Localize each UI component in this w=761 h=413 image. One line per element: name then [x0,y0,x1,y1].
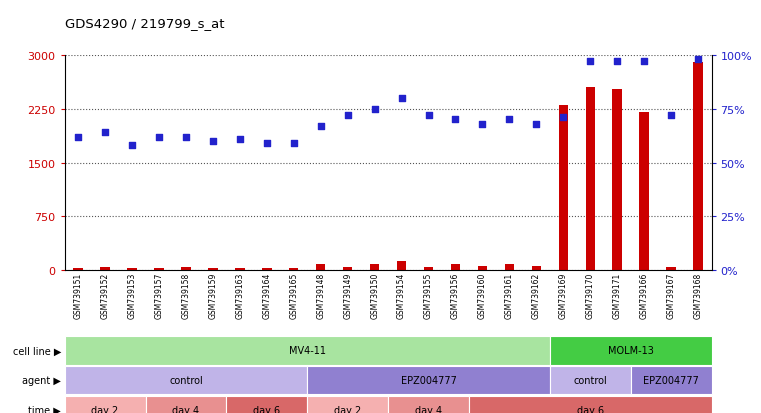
Text: agent ▶: agent ▶ [22,375,61,385]
Point [234,136,246,143]
Bar [667,267,676,271]
Bar [127,269,137,271]
Point [692,57,704,63]
Point [342,113,354,119]
Text: GDS4290 / 219799_s_at: GDS4290 / 219799_s_at [65,17,224,29]
Point [314,123,326,130]
Point [450,117,462,123]
Point [153,134,165,141]
Point [396,95,408,102]
Text: MV4-11: MV4-11 [288,346,326,356]
Text: day 4: day 4 [173,405,199,413]
Text: day 6: day 6 [577,405,603,413]
Bar [262,269,272,271]
Point [584,59,597,66]
Point [180,134,192,141]
Bar [639,113,649,271]
Text: control: control [573,375,607,385]
Bar [424,268,433,271]
Point [422,113,435,119]
Bar [235,269,244,271]
Point [611,59,623,66]
Point [557,115,569,121]
Bar [585,88,595,271]
Bar [209,268,218,271]
Point [126,142,139,149]
Point [368,106,380,113]
Point [261,140,273,147]
Point [207,138,219,145]
Bar [74,268,83,271]
Text: cell line ▶: cell line ▶ [12,346,61,356]
Point [288,140,300,147]
Point [638,59,650,66]
Bar [370,265,379,271]
Bar [181,268,191,271]
Bar [559,106,568,271]
Text: control: control [169,375,203,385]
Bar [693,63,702,271]
Bar [478,266,487,271]
Point [72,134,84,141]
Text: time ▶: time ▶ [28,405,61,413]
Bar [154,269,164,271]
Point [476,121,489,128]
Bar [532,266,541,271]
Text: day 2: day 2 [91,405,119,413]
Text: day 2: day 2 [334,405,361,413]
Bar [100,267,110,271]
Text: day 6: day 6 [253,405,280,413]
Point [665,113,677,119]
Bar [451,265,460,271]
Text: day 4: day 4 [415,405,442,413]
Text: EPZ004777: EPZ004777 [400,375,457,385]
Bar [316,264,326,271]
Text: MOLM-13: MOLM-13 [608,346,654,356]
Bar [343,268,352,271]
Bar [289,269,298,271]
Point [99,130,111,136]
Bar [505,264,514,271]
Bar [397,261,406,271]
Text: EPZ004777: EPZ004777 [643,375,699,385]
Bar [613,90,622,271]
Point [530,121,543,128]
Point [503,117,515,123]
